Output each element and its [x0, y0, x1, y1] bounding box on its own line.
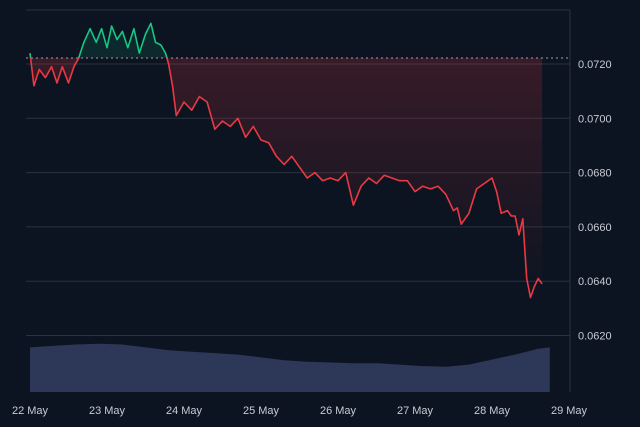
x-tick-label: 29 May: [551, 405, 588, 417]
x-tick-label: 26 May: [320, 405, 357, 417]
y-tick-label: 0.0640: [578, 276, 612, 288]
volume-series: [30, 343, 550, 392]
x-tick-label: 22 May: [12, 405, 49, 417]
grid: [26, 9, 571, 392]
y-tick-label: 0.0720: [578, 59, 612, 71]
x-tick-label: 27 May: [397, 405, 434, 417]
x-tick-label: 28 May: [474, 405, 511, 417]
y-axis-ticks: 0.0720 0.0700 0.0680 0.0660 0.0640 0.0620: [578, 59, 612, 343]
volume-area: [30, 343, 550, 392]
x-axis-ticks: 22 May 23 May 24 May 25 May 26 May 27 May 28 M…: [12, 405, 588, 417]
price-line: [29, 22, 543, 299]
y-tick-label: 0.0700: [578, 113, 612, 125]
price-line-up: [29, 22, 168, 59]
price-area-below: [30, 58, 543, 298]
y-tick-label: 0.0620: [578, 331, 612, 343]
price-area-above: [30, 23, 543, 59]
price-fill: [30, 23, 543, 298]
y-tick-label: 0.0680: [578, 168, 612, 180]
x-tick-label: 24 May: [166, 405, 203, 417]
price-line-down: [29, 58, 543, 299]
y-tick-label: 0.0660: [578, 222, 612, 234]
x-tick-label: 23 May: [89, 405, 126, 417]
x-tick-label: 25 May: [243, 405, 280, 417]
